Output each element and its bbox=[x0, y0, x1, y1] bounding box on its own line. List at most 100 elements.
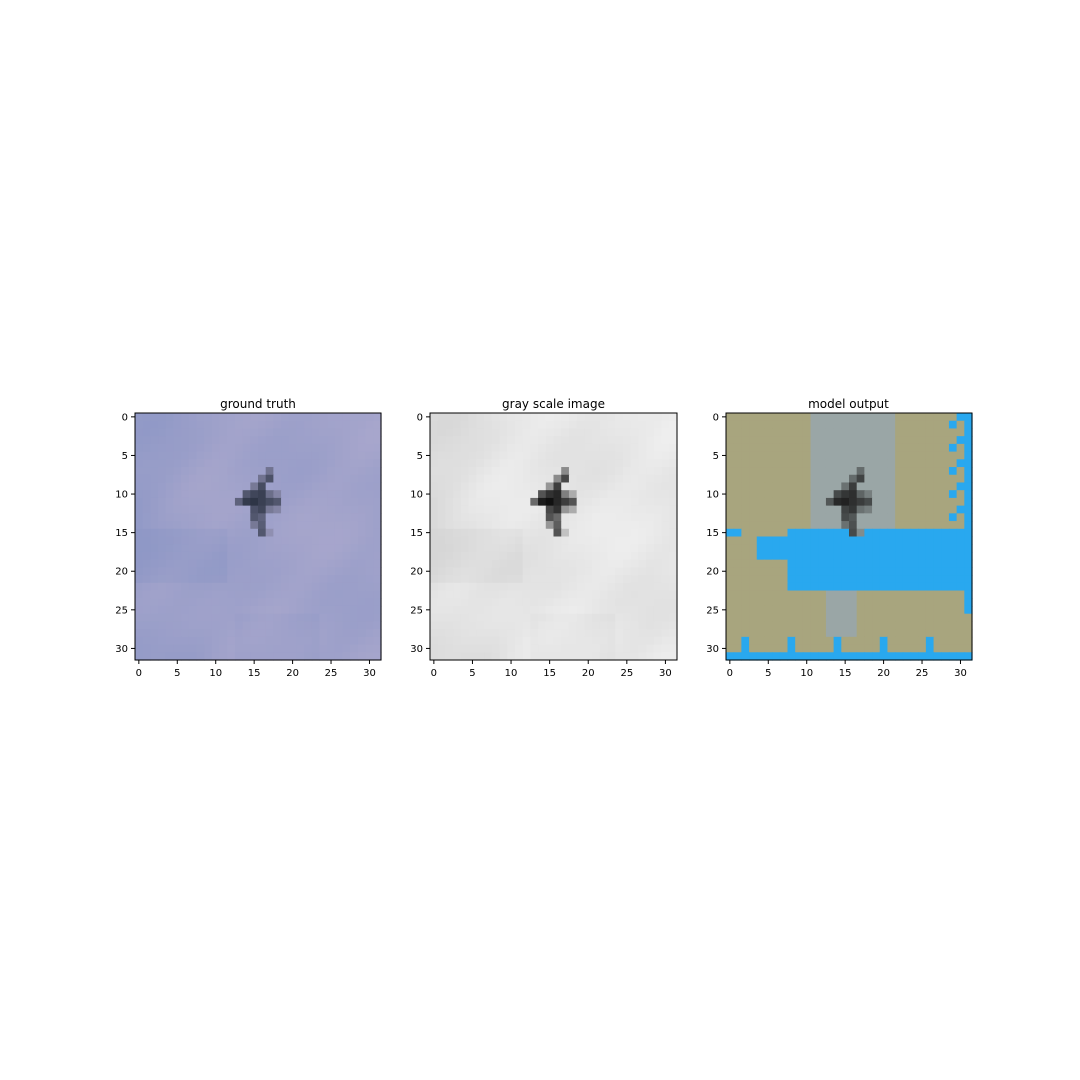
heatmap-cell bbox=[273, 605, 282, 615]
heatmap-cell bbox=[188, 413, 198, 422]
heatmap-cell bbox=[499, 459, 508, 468]
heatmap-cell bbox=[925, 497, 935, 507]
heatmap-cell bbox=[507, 613, 516, 623]
heatmap-cell bbox=[530, 613, 539, 623]
heatmap-cell bbox=[553, 428, 562, 437]
heatmap-cell bbox=[158, 567, 167, 576]
heatmap-cell bbox=[296, 598, 305, 607]
heatmap-cell bbox=[319, 605, 328, 615]
x-tick-label: 0 bbox=[727, 668, 733, 679]
heatmap-cell bbox=[584, 482, 593, 491]
heatmap-cell bbox=[810, 590, 819, 599]
heatmap-cell bbox=[810, 567, 819, 576]
heatmap-cell bbox=[948, 621, 958, 630]
heatmap-cell bbox=[288, 482, 298, 491]
heatmap-cell bbox=[514, 497, 524, 507]
heatmap-cell bbox=[304, 459, 313, 468]
heatmap-cell bbox=[622, 559, 632, 568]
heatmap-cell bbox=[334, 598, 344, 607]
heatmap-cell bbox=[772, 451, 781, 460]
heatmap-cell bbox=[445, 544, 454, 553]
heatmap-cell bbox=[476, 582, 485, 592]
heatmap-cell bbox=[576, 567, 585, 576]
heatmap-cell bbox=[273, 575, 282, 584]
heatmap-cell bbox=[956, 636, 965, 646]
heatmap-cell bbox=[196, 636, 205, 646]
heatmap-cell bbox=[135, 652, 144, 661]
heatmap-cell bbox=[530, 521, 539, 530]
heatmap-cell bbox=[158, 451, 167, 460]
heatmap-cell bbox=[787, 505, 796, 514]
heatmap-cell bbox=[460, 598, 470, 607]
heatmap-cell bbox=[841, 567, 850, 576]
heatmap-cell bbox=[607, 613, 616, 623]
heatmap-cell bbox=[864, 467, 873, 476]
heatmap-cell bbox=[327, 629, 336, 638]
heatmap-cell bbox=[522, 598, 531, 607]
heatmap-cell bbox=[726, 598, 735, 607]
heatmap-cell bbox=[350, 436, 359, 445]
heatmap-cell bbox=[741, 451, 750, 460]
heatmap-cell bbox=[584, 551, 593, 561]
heatmap-cell bbox=[856, 413, 865, 422]
heatmap-cell bbox=[733, 544, 742, 553]
heatmap-cell bbox=[810, 536, 819, 545]
heatmap-cell bbox=[856, 559, 865, 568]
heatmap-cell bbox=[772, 474, 781, 484]
heatmap-cell bbox=[365, 575, 374, 584]
heatmap-cell bbox=[373, 459, 382, 468]
heatmap-cell bbox=[281, 474, 290, 484]
heatmap-cell bbox=[956, 582, 965, 592]
heatmap-cell bbox=[530, 567, 539, 576]
y-tick-label: 30 bbox=[410, 644, 423, 655]
heatmap-cell bbox=[741, 497, 750, 507]
heatmap-cell bbox=[296, 613, 305, 623]
heatmap-cell bbox=[553, 605, 562, 615]
heatmap-cell bbox=[638, 621, 647, 630]
heatmap-cell bbox=[357, 428, 367, 437]
heatmap-cell bbox=[173, 521, 182, 530]
heatmap-cell bbox=[941, 559, 950, 568]
heatmap-cell bbox=[258, 613, 267, 623]
heatmap-cell bbox=[273, 652, 282, 661]
y-tick-label: 5 bbox=[122, 451, 128, 462]
heatmap-cell bbox=[749, 575, 758, 584]
heatmap-cell bbox=[273, 459, 282, 468]
heatmap-cell bbox=[350, 505, 359, 514]
x-tick-label: 0 bbox=[136, 668, 142, 679]
heatmap-cell bbox=[181, 413, 190, 422]
heatmap-cell bbox=[460, 428, 470, 437]
heatmap-cell bbox=[530, 428, 539, 437]
heatmap-cell bbox=[135, 428, 144, 437]
heatmap-cell bbox=[669, 598, 678, 607]
heatmap-cell bbox=[250, 451, 259, 460]
x-tick-label: 30 bbox=[954, 668, 967, 679]
heatmap-cell bbox=[258, 459, 267, 468]
heatmap-cell bbox=[653, 490, 663, 499]
heatmap-cell bbox=[810, 575, 819, 584]
heatmap-cell bbox=[661, 605, 670, 615]
heatmap-cell bbox=[196, 544, 205, 553]
heatmap-cell bbox=[158, 575, 167, 584]
heatmap-cell bbox=[242, 413, 251, 422]
heatmap-cell bbox=[296, 559, 305, 568]
heatmap-cell bbox=[522, 575, 531, 584]
heatmap-cell bbox=[250, 575, 259, 584]
heatmap-cell bbox=[669, 528, 678, 538]
heatmap-cell bbox=[242, 551, 251, 561]
heatmap-cell bbox=[150, 582, 159, 592]
heatmap-cell bbox=[530, 605, 539, 615]
heatmap-cell bbox=[749, 413, 758, 422]
heatmap-cell bbox=[726, 459, 735, 468]
heatmap-cell bbox=[227, 559, 236, 568]
heatmap-cell bbox=[964, 590, 973, 599]
heatmap-cell bbox=[653, 621, 663, 630]
heatmap-cell bbox=[615, 513, 624, 522]
heatmap-cell bbox=[764, 644, 773, 653]
heatmap-cell bbox=[304, 605, 313, 615]
heatmap-cell bbox=[733, 474, 742, 484]
heatmap-cell bbox=[599, 598, 609, 607]
heatmap-cell bbox=[833, 559, 842, 568]
heatmap-cell bbox=[561, 482, 570, 491]
heatmap-cell bbox=[342, 582, 351, 592]
